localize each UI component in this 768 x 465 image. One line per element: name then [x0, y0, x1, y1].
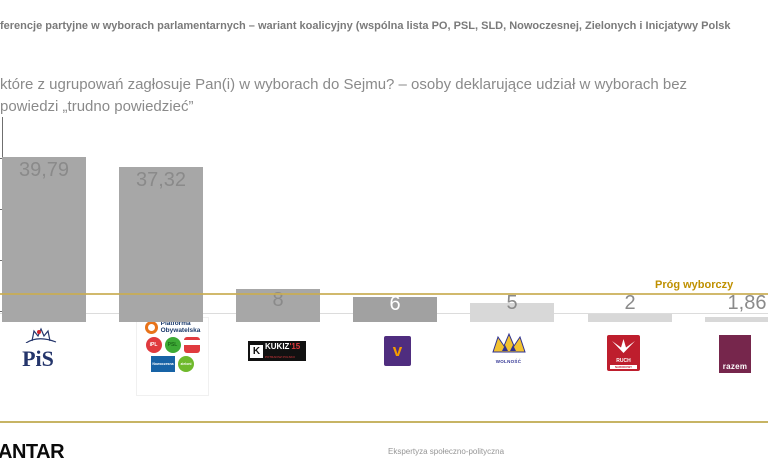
- wolnosc-logo: WOLNOŚĆ: [486, 332, 531, 364]
- coalition-partners-row1: iPL PSL: [139, 337, 206, 353]
- po-logo-text: Platforma Obywatelska: [160, 320, 201, 334]
- bar-wolnosc: [470, 303, 554, 322]
- ruch-logo-line1: RUCH: [616, 358, 631, 364]
- coalition-logo-card: Platforma Obywatelska iPL PSL Nowoczesna…: [137, 318, 208, 395]
- po-logo-line2: Obywatelska: [160, 326, 201, 334]
- po-circle-icon: [144, 321, 158, 334]
- inicjatywa-polska-logo: iPL: [145, 337, 162, 353]
- nowoczesna-logo: Nowoczesna: [151, 356, 175, 372]
- value-label-wolnosc: 5: [506, 292, 518, 314]
- value-label-koalicja: 37,32: [135, 169, 187, 191]
- y-axis-tick: [0, 158, 3, 159]
- razem-logo: razem: [719, 335, 751, 373]
- bar-pis: [2, 157, 86, 322]
- razem-logo-text: razem: [722, 362, 748, 371]
- value-label-ruch-narodowy: 2: [624, 292, 636, 314]
- footer-note: Ekspertyza społeczno-polityczna: [388, 447, 505, 456]
- y-axis-tick: [0, 311, 3, 312]
- kukiz-word: KUKIZ: [265, 342, 290, 351]
- value-label-kukiz15: 8: [272, 289, 284, 311]
- value-label-wiosna: 6: [389, 293, 401, 315]
- value-label-pis: 39,79: [18, 159, 70, 181]
- page-title: ferencje partyjne w wyborach parlamentar…: [0, 20, 731, 32]
- footer-divider: [0, 421, 768, 423]
- ruch-logo-line2: NARODOWY: [610, 365, 637, 369]
- kukiz-number: '15: [289, 342, 301, 351]
- wiosna-v-icon: v: [392, 341, 403, 360]
- kukiz-slogan: POTRAFISZ POLSKO: [265, 355, 296, 359]
- sld-logo: [183, 337, 200, 353]
- kukiz-logo-text: KUKIZ'15 POTRAFISZ POLSKO: [265, 341, 300, 361]
- psl-logo: PSL: [164, 337, 181, 353]
- pis-red-dot-icon: [37, 330, 41, 334]
- coalition-partners-row2: Nowoczesna zieloni: [139, 356, 206, 372]
- y-axis-tick: [0, 260, 3, 261]
- pis-logo-text: PiS: [22, 346, 54, 371]
- y-axis-tick: [0, 209, 3, 210]
- pis-logo: PiS: [12, 327, 64, 371]
- electoral-threshold-line: [0, 293, 768, 295]
- ruch-eagle-icon: [612, 339, 635, 353]
- ruch-narodowy-logo: RUCH NARODOWY: [607, 335, 640, 371]
- bar-ruch-narodowy: [588, 314, 672, 322]
- zieloni-logo: zieloni: [178, 356, 194, 372]
- electoral-threshold-label: Próg wyborczy: [655, 279, 734, 291]
- pis-eagle-crown-icon: [25, 327, 57, 344]
- platforma-obywatelska-logo: Platforma Obywatelska: [139, 320, 206, 334]
- kukiz15-logo: K KUKIZ'15 POTRAFISZ POLSKO: [248, 341, 306, 361]
- wolnosc-crown-icon: [491, 332, 526, 353]
- value-label-razem: 1,86: [727, 292, 767, 314]
- kukiz-name: KUKIZ'15: [265, 342, 300, 351]
- bar-razem: [705, 317, 768, 322]
- wiosna-logo: v: [384, 336, 411, 366]
- wolnosc-logo-text: WOLNOŚĆ: [495, 359, 522, 364]
- po-logo-line1: Platforma: [160, 320, 191, 327]
- kukiz-k-icon: K: [250, 344, 263, 358]
- bar-wiosna: [353, 297, 437, 322]
- survey-question: które z ugrupowań zagłosuje Pan(i) w wyb…: [0, 74, 768, 118]
- survey-question-line1: które z ugrupowań zagłosuje Pan(i) w wyb…: [0, 76, 688, 93]
- kantar-brand-logo: ANTAR: [0, 441, 65, 463]
- survey-question-line2: powiedzi „trudno powiedzieć”: [0, 98, 194, 115]
- bar-koalicja: [119, 167, 203, 322]
